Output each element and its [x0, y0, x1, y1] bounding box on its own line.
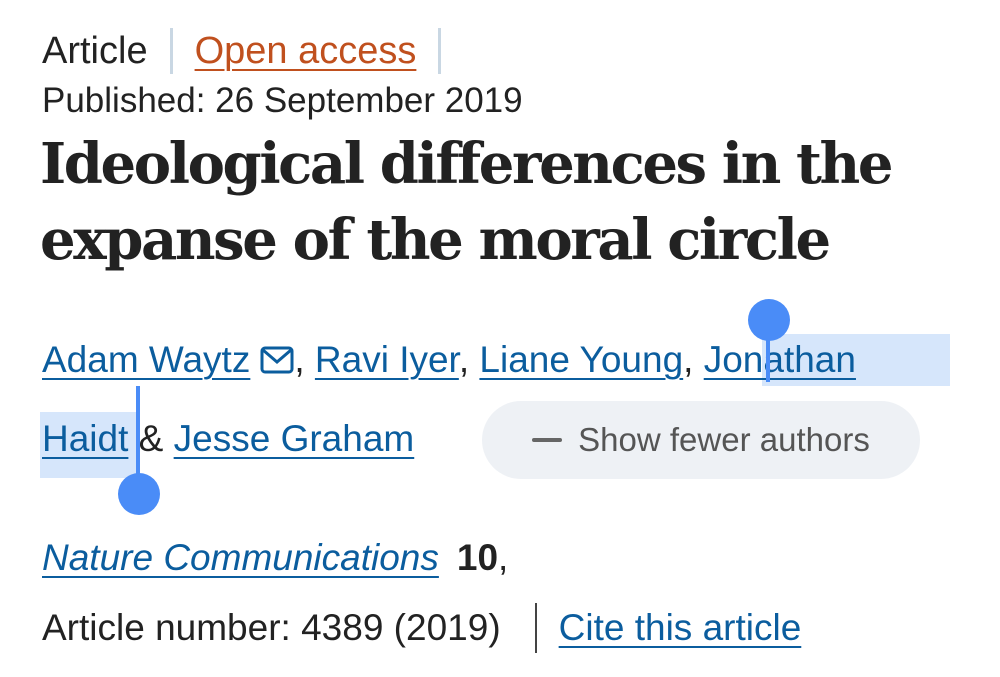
journal-volume: 10: [456, 537, 499, 578]
author-link-adam-waytz[interactable]: Adam Waytz: [42, 339, 251, 380]
open-access-link[interactable]: Open access: [194, 30, 417, 72]
article-meta: Article Open access: [42, 26, 463, 76]
minus-icon: [532, 438, 563, 442]
article-number-line: Article number: 4389 (2019) Cite this ar…: [42, 603, 801, 653]
text-selection-highlight: [762, 334, 950, 386]
show-fewer-authors-button[interactable]: Show fewer authors: [482, 401, 920, 479]
selection-start-handle-line[interactable]: [766, 318, 770, 382]
author-separator: ,: [458, 339, 470, 380]
author-separator: ,: [683, 339, 694, 380]
author-link-ravi-iyer[interactable]: Ravi Iyer: [314, 339, 459, 380]
article-number: Article number: 4389 (2019): [42, 607, 501, 648]
author-link-liane-young[interactable]: Liane Young: [479, 339, 684, 380]
author-separator: ,: [294, 339, 305, 380]
citation-divider: [534, 603, 537, 653]
article-title: Ideological differences in the expanse o…: [40, 131, 893, 273]
text-selection-highlight: [40, 412, 140, 478]
article-type: Article: [42, 30, 148, 72]
meta-divider: [438, 28, 442, 74]
published-date: Published: 26 September 2019: [42, 81, 523, 120]
author-list-continued: Haidt & Jesse Graham: [42, 415, 414, 463]
mail-icon[interactable]: [260, 346, 294, 374]
author-list: Adam Waytz, Ravi Iyer, Liane Young, Jona…: [42, 336, 856, 384]
journal-link[interactable]: Nature Communications: [42, 537, 439, 578]
author-link-jonathan-haidt-last[interactable]: Haidt: [42, 418, 129, 459]
selection-end-handle[interactable]: [118, 473, 160, 515]
cite-this-article-link[interactable]: Cite this article: [558, 607, 802, 648]
selection-start-handle[interactable]: [748, 299, 790, 341]
journal-line: Nature Communications 10,: [42, 534, 508, 582]
volume-separator: ,: [498, 537, 509, 578]
author-separator-amp: &: [138, 418, 164, 459]
author-link-jesse-graham[interactable]: Jesse Graham: [173, 418, 415, 459]
author-link-jonathan-haidt-first[interactable]: Jonathan: [703, 339, 856, 380]
selection-end-handle-line[interactable]: [136, 386, 140, 494]
show-fewer-authors-label: Show fewer authors: [578, 421, 870, 458]
meta-divider: [169, 28, 173, 74]
